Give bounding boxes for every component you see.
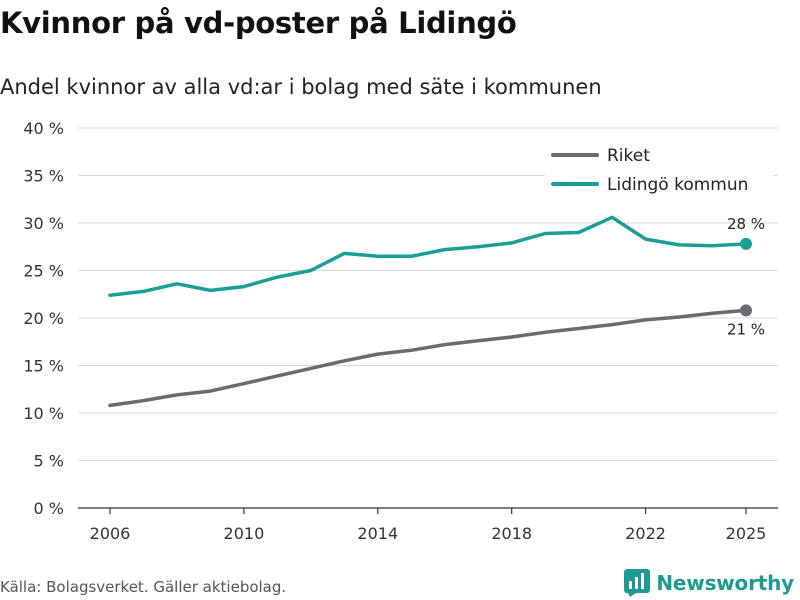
x-tick-label: 2010 <box>224 524 265 543</box>
y-tick-label: 10 % <box>23 404 64 423</box>
legend-label: Lidingö kommun <box>607 175 748 195</box>
source-note: Källa: Bolagsverket. Gäller aktiebolag. <box>0 578 287 596</box>
x-tick-label: 2025 <box>726 524 767 543</box>
y-tick-label: 25 % <box>23 262 64 281</box>
series-end-point <box>740 304 752 317</box>
end-value-label: 28 % <box>727 215 765 233</box>
newsworthy-logo-icon <box>624 569 651 597</box>
series-line-riket <box>108 308 748 408</box>
x-tick-label: 2014 <box>357 524 398 543</box>
x-tick-label: 2018 <box>491 524 532 543</box>
y-tick-label: 15 % <box>23 357 64 376</box>
y-tick-label: 0 % <box>34 499 64 518</box>
x-tick-label: 2006 <box>90 524 131 543</box>
legend-background <box>545 141 773 203</box>
y-tick-label: 35 % <box>23 167 64 186</box>
y-tick-label: 20 % <box>23 309 64 328</box>
legend-label: Riket <box>607 146 650 166</box>
brand-name: Newsworthy <box>656 571 794 595</box>
newsworthy-logo: Newsworthy <box>624 568 794 598</box>
y-tick-label: 5 % <box>34 452 64 471</box>
y-tick-label: 30 % <box>23 214 64 233</box>
y-tick-label: 40 % <box>23 119 64 138</box>
end-value-label: 21 % <box>727 320 765 338</box>
series-line-lidingo <box>108 215 748 297</box>
series-end-point <box>740 237 752 250</box>
chart-subtitle: Andel kvinnor av alla vd:ar i bolag med … <box>0 75 602 99</box>
chart-title: Kvinnor på vd-poster på Lidingö <box>0 6 517 40</box>
x-tick-label: 2022 <box>625 524 666 543</box>
